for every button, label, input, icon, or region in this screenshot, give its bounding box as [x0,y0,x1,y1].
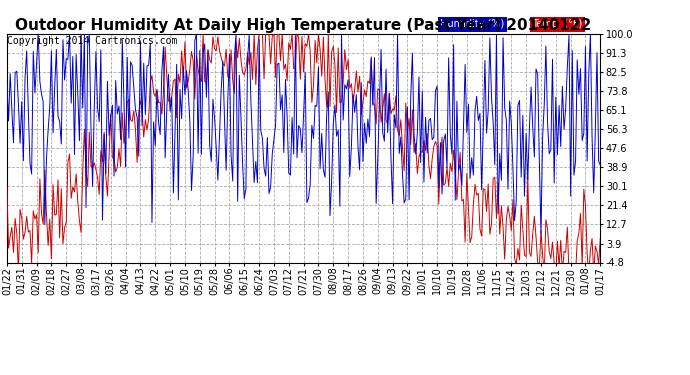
Text: Copyright 2014 Cartronics.com: Copyright 2014 Cartronics.com [7,36,177,46]
Title: Outdoor Humidity At Daily High Temperature (Past Year) 20140122: Outdoor Humidity At Daily High Temperatu… [15,18,592,33]
Text: Temp  (°F): Temp (°F) [532,19,582,29]
Text: Humidity (%): Humidity (%) [440,19,504,29]
